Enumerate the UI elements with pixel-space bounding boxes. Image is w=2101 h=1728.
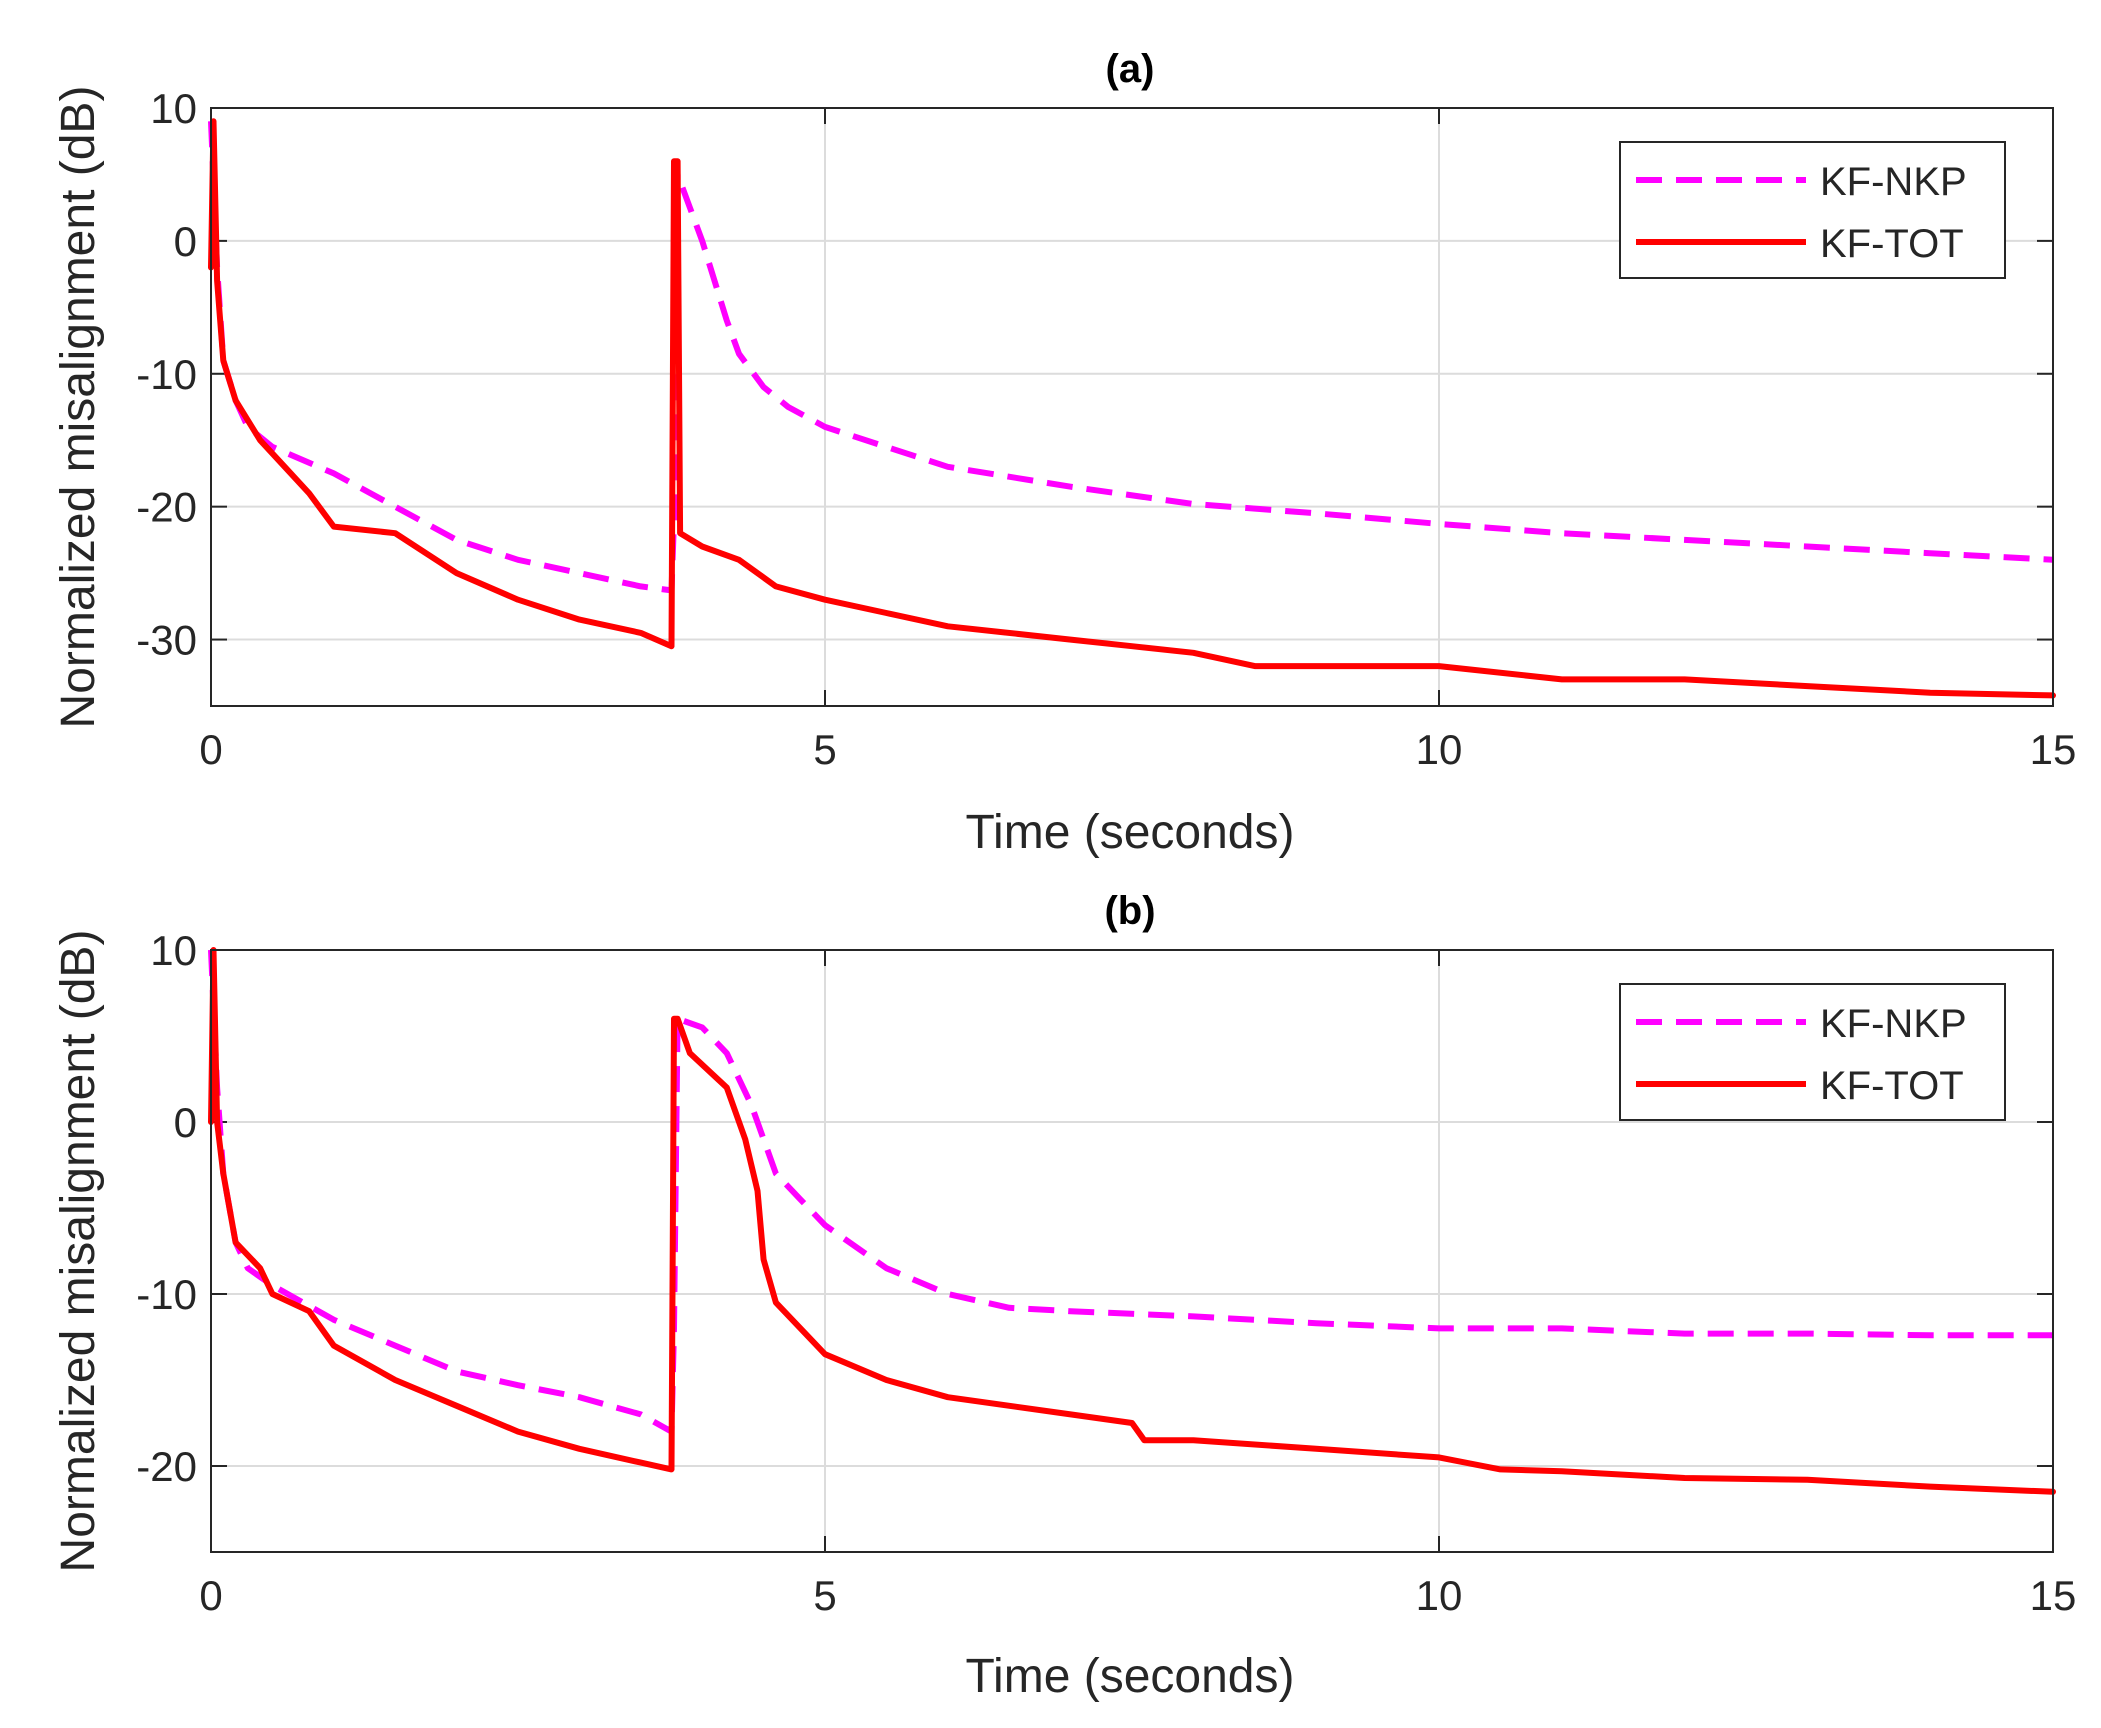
panel-a: 0 5 10 15 10 0 -10 -20 -30 (a) Time (seconds) No… [52,47,2076,859]
axes-box-a [210,107,2054,707]
x-tick-label: 0 [199,726,222,773]
chart-title-b: (b) [1104,889,1155,933]
x-tick-label: 5 [813,726,836,773]
legend-box-b [1619,983,2006,1121]
legend-a: KF-NKP KF-TOT [1619,141,2006,279]
series-line-kf-nkp [208,949,2053,1435]
series-b [208,947,2056,1495]
y-tick-label: 0 [174,1099,197,1146]
chart-title-a: (a) [1106,47,1155,91]
y-axis-label-a: Normalized misalignment (dB) [52,86,105,729]
tick-labels-a: 0 5 10 15 10 0 -10 -20 -30 [136,85,2076,773]
x-tick-label: 0 [199,1572,222,1619]
x-axis-label-a: Time (seconds) [966,806,1295,859]
y-axis-label-b: Normalized misalignment (dB) [52,930,105,1573]
axes-box-b [210,949,2054,1553]
x-tick-label: 10 [1416,1572,1463,1619]
x-axis-label-b: Time (seconds) [966,1650,1295,1703]
tick-labels-b: 0 5 10 15 10 0 -10 -20 [136,927,2076,1619]
series-line-kf-tot [208,947,2056,1495]
legend-label-kf-nkp-b: KF-NKP [1820,1002,1967,1046]
y-tick-label: -30 [136,617,197,664]
legend-box-a [1619,141,2006,279]
legend-label-kf-nkp-a: KF-NKP [1820,160,1967,204]
y-tick-label: 10 [150,927,197,974]
x-tick-label: 10 [1416,726,1463,773]
legend-label-kf-tot-b: KF-TOT [1820,1064,1964,1108]
x-tick-label: 5 [813,1572,836,1619]
y-tick-label: -20 [136,484,197,531]
y-tick-label: -10 [136,351,197,398]
y-tick-label: 10 [150,85,197,132]
x-tick-label: 15 [2030,726,2077,773]
legend-label-kf-tot-a: KF-TOT [1820,222,1964,266]
y-tick-label: -20 [136,1443,197,1490]
legend-b: KF-NKP KF-TOT [1619,983,2006,1121]
y-tick-label: 0 [174,218,197,265]
y-tick-label: -10 [136,1271,197,1318]
x-tick-label: 15 [2030,1572,2077,1619]
series-line-kf-nkp [208,121,2054,594]
series-a [208,118,2056,699]
series-line-kf-tot [208,118,2056,699]
panel-b: 0 5 10 15 10 0 -10 -20 (b) Time (seconds) Norma… [52,889,2076,1703]
